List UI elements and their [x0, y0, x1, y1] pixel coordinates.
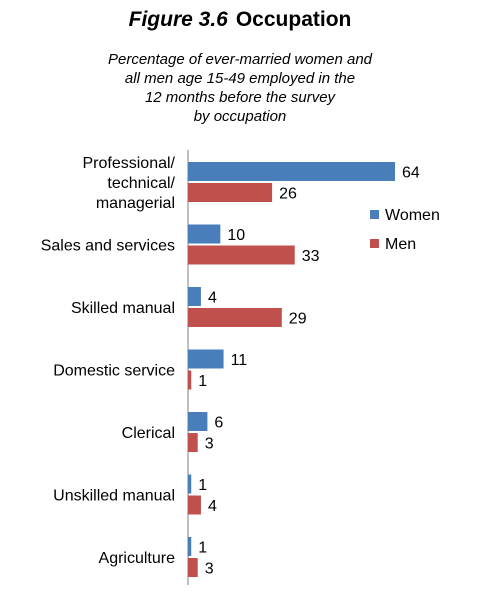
bar-men: [188, 245, 295, 265]
category-label: Clerical: [122, 425, 175, 442]
bar-women: [188, 537, 192, 556]
subtitle-line: 12 months before the survey: [144, 89, 336, 106]
subtitle-line: by occupation: [193, 108, 287, 125]
category-label: Professional/: [83, 155, 176, 172]
bar-men: [188, 433, 198, 452]
category-label: managerial: [96, 195, 175, 212]
data-label: 6: [214, 415, 223, 432]
chart-subtitle: Percentage of ever-married women and all…: [40, 50, 440, 126]
figure-title: Occupation: [235, 8, 352, 31]
category-label: Skilled manual: [71, 300, 175, 317]
bar-women: [188, 412, 208, 431]
data-label: 3: [205, 561, 214, 578]
category-label: Unskilled manual: [53, 488, 175, 505]
subtitle-line: all men age 15-49 employed in the: [124, 70, 356, 87]
category-label: Sales and services: [41, 238, 175, 255]
legend-swatch-women: [370, 210, 379, 219]
data-label: 11: [231, 352, 248, 369]
data-label: 4: [208, 498, 217, 515]
bar-women: [188, 162, 395, 181]
data-label: 4: [208, 290, 217, 307]
category-label: technical/: [107, 175, 175, 192]
data-label: 1: [198, 373, 207, 390]
data-label: 29: [289, 311, 307, 328]
bar-women: [188, 287, 201, 306]
legend-label: Men: [385, 236, 416, 253]
bar-men: [188, 183, 273, 202]
bar-men: [188, 370, 192, 390]
category-label: Domestic service: [53, 363, 175, 380]
data-label: 64: [402, 165, 420, 182]
data-label: 3: [205, 436, 214, 453]
subtitle-line: Percentage of ever-married women and: [107, 51, 373, 68]
bar-women: [188, 224, 221, 244]
bar-men: [188, 558, 198, 577]
legend-label: Women: [385, 207, 440, 224]
data-label: 26: [279, 186, 297, 203]
data-label: 33: [302, 248, 320, 265]
category-label: Agriculture: [99, 550, 176, 567]
data-label: 1: [198, 477, 207, 494]
bar-women: [188, 474, 192, 494]
data-label: 10: [227, 227, 245, 244]
chart-title: Figure 3.6 Occupation: [0, 8, 480, 32]
bar-men: [188, 495, 201, 515]
bar-women: [188, 349, 224, 369]
legend-swatch-men: [370, 239, 379, 248]
figure-number: Figure 3.6: [128, 8, 228, 31]
bar-men: [188, 308, 282, 327]
data-label: 1: [198, 540, 207, 557]
